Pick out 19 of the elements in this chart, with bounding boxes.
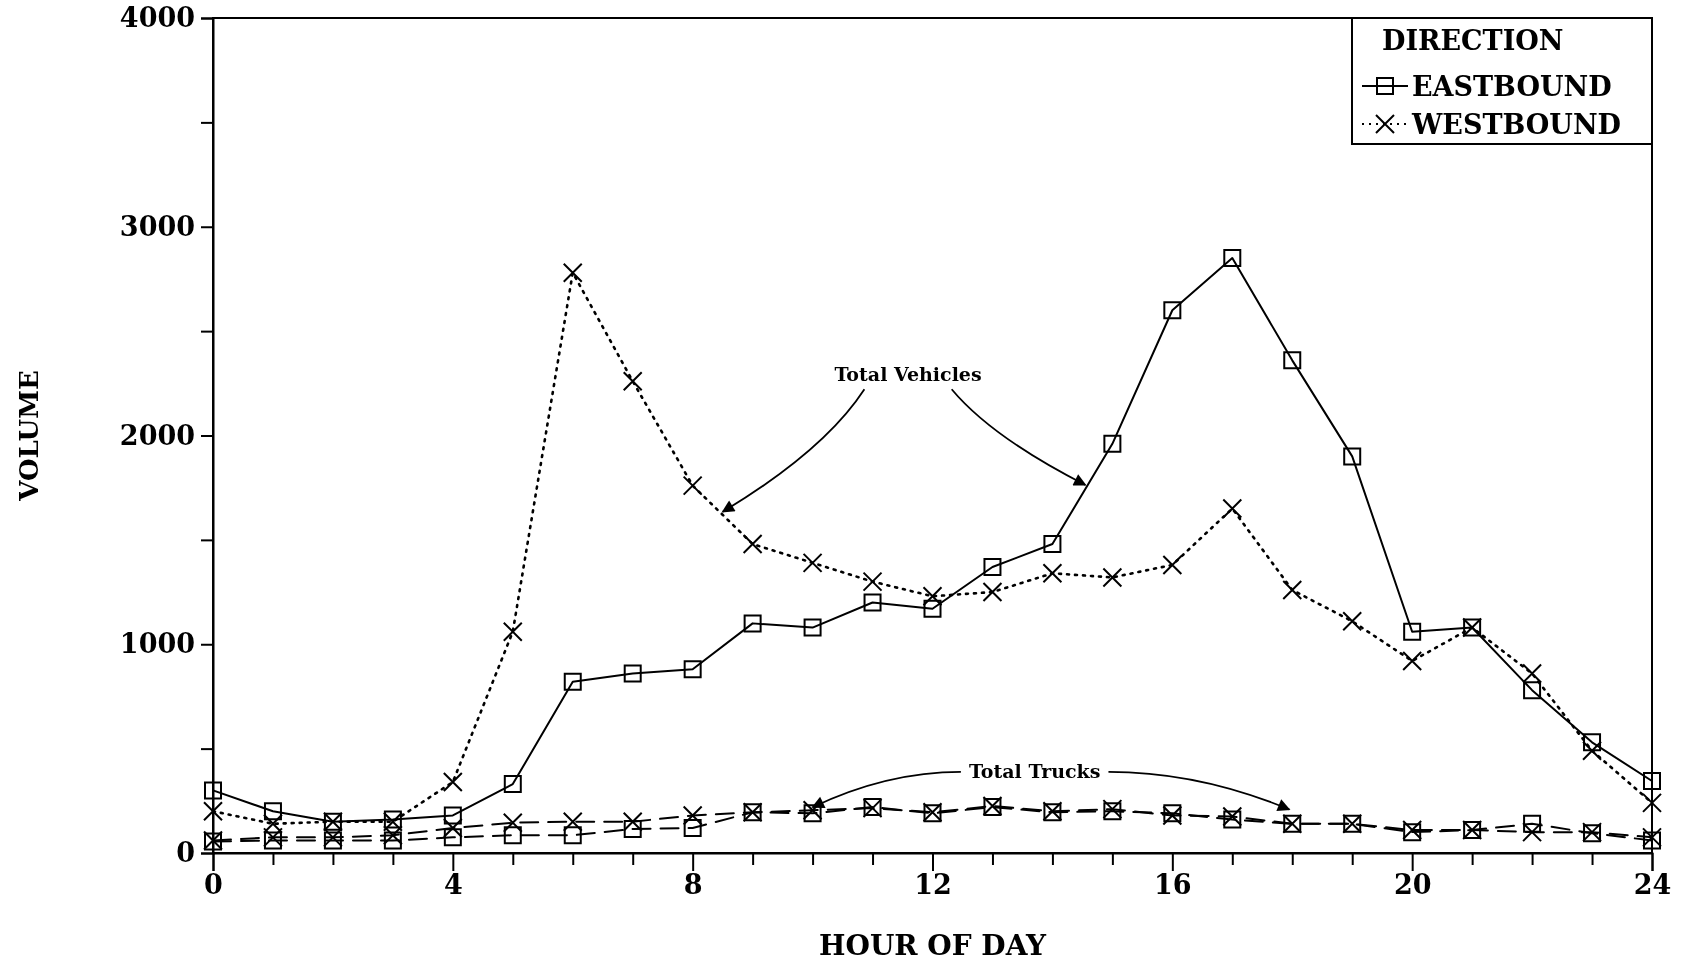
x-tick-label: 24 bbox=[1633, 869, 1672, 901]
legend-title: DIRECTION bbox=[1382, 25, 1564, 56]
annotation: Total Trucks bbox=[968, 759, 1101, 782]
y-tick-label: 1000 bbox=[119, 628, 195, 660]
x-tick-label: 4 bbox=[443, 869, 463, 901]
x-tick-label: 16 bbox=[1154, 869, 1192, 901]
y-tick-label: 4000 bbox=[119, 2, 195, 34]
y-axis-title: VOLUME bbox=[14, 370, 44, 502]
y-tick-label: 0 bbox=[176, 837, 195, 869]
y-tick-label: 3000 bbox=[119, 210, 195, 242]
x-tick-label: 12 bbox=[914, 869, 952, 901]
x-axis-title: HOUR OF DAY bbox=[819, 929, 1047, 962]
x-tick-label: 20 bbox=[1393, 869, 1432, 901]
x-tick-label: 8 bbox=[683, 869, 703, 901]
x-tick-label: 0 bbox=[204, 869, 223, 901]
annotation: Total Vehicles bbox=[834, 363, 982, 386]
y-tick-label: 2000 bbox=[119, 419, 195, 451]
legend-label: EASTBOUND bbox=[1412, 71, 1612, 102]
legend-label: WESTBOUND bbox=[1411, 109, 1621, 140]
